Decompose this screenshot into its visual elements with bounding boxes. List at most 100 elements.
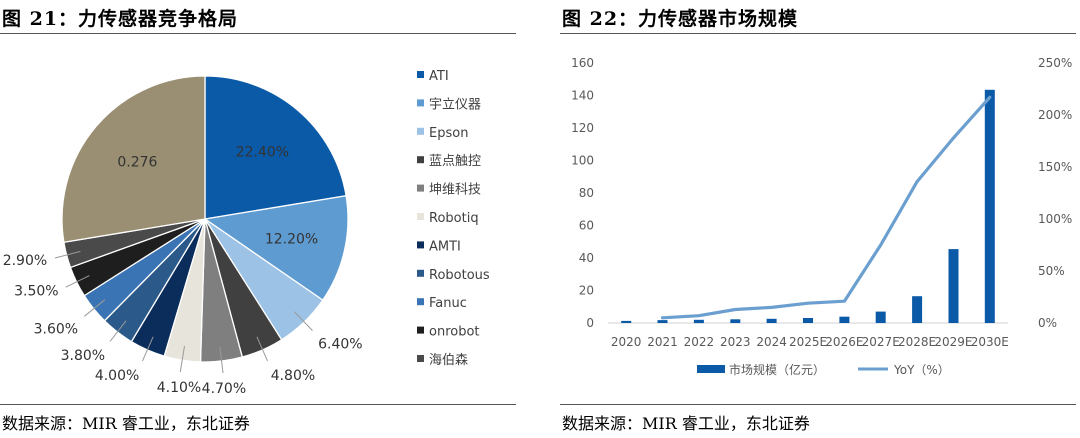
pie-legend-swatch-6: [417, 241, 424, 249]
x-tick-2: 2022: [684, 335, 715, 349]
pie-slice-0: [204, 75, 347, 220]
y-right-tick-1: 50%: [1038, 264, 1065, 278]
bar-9: [948, 249, 959, 323]
pie-legend-label-9: onrobot: [429, 325, 480, 340]
pie-legend-swatch-5: [417, 213, 424, 220]
market-size-bars: [621, 89, 995, 324]
pie-label-4: 4.70%: [202, 381, 246, 397]
bar-5: [803, 318, 813, 323]
pie-legend-swatch-0: [417, 71, 424, 78]
pie-legend-label-0: ATI: [429, 69, 449, 84]
x-tick-4: 2024: [756, 335, 787, 349]
pie-foot-rule: [0, 404, 516, 405]
pie-label-10: 2.90%: [3, 253, 47, 269]
pie-title-rule: [0, 33, 516, 34]
bar-0: [621, 320, 632, 323]
pie-legend-swatch-1: [417, 99, 424, 107]
pie-legend-item-6: AMTI: [417, 239, 461, 254]
pie-legend-label-10: 海伯森: [429, 353, 468, 368]
pie-legend-swatch-8: [417, 298, 424, 306]
pie-legend-label-4: 坤维科技: [429, 183, 481, 198]
pie-legend-item-3: 蓝点触控: [417, 154, 481, 169]
pie-label-11: 0.276: [117, 155, 157, 171]
combo-figure-title: 图 22：力传感器市场规模: [562, 8, 799, 30]
pie-source-note: 数据来源：MIR 睿工业，东北证券: [2, 414, 250, 433]
pie-leader-lines: [54, 250, 313, 374]
x-tick-9: 2029E: [934, 335, 972, 349]
yoy-line: [660, 95, 992, 320]
pie-legend-swatch-2: [417, 127, 424, 135]
combo-panel: 图 22：力传感器市场规模 0 20 40 60 80 100 120 140 160 0% 50%…: [560, 0, 1078, 438]
y-left-tick-2: 40: [579, 251, 594, 265]
pie-data-labels: 22.40% 12.20% 6.40%4.80% 4.70%4.10% 4.00% 3.8…: [3, 144, 363, 396]
pie-slice-11: [61, 75, 206, 244]
pie-slice-1: [203, 194, 349, 302]
pie-label-3: 4.80%: [271, 368, 315, 384]
pie-legend-swatch-9: [417, 326, 424, 334]
legend-item-line: YoY（%）: [858, 363, 950, 377]
pie-label-5: 4.10%: [157, 380, 201, 396]
bar-2: [693, 319, 704, 324]
pie-label-2: 6.40%: [318, 336, 362, 352]
pie-legend-item-2: Epson: [417, 126, 468, 141]
pie-legend-swatch-3: [417, 156, 424, 164]
y-left-tick-0: 0: [586, 316, 594, 330]
pie-leader-7: [109, 320, 127, 342]
y-left-tick-1: 20: [579, 284, 594, 298]
bar-3: [730, 319, 741, 323]
pie-label-7: 3.80%: [61, 348, 105, 364]
pie-legend-label-3: 蓝点触控: [429, 154, 481, 169]
bar-10: [984, 89, 995, 323]
y-right-tick-0: 0%: [1038, 316, 1057, 330]
y-left-tick-3: 60: [579, 219, 594, 233]
pie-legend-swatch-7: [417, 269, 424, 277]
combo-foot-rule: [560, 404, 1076, 405]
combo-title-rule: [560, 33, 1076, 34]
y-left-tick-7: 140: [571, 89, 594, 103]
combo-axes: 0 20 40 60 80 100 120 140 160 0% 50% 100% 150% 200% 25…: [571, 56, 1072, 349]
pie-legend-label-2: Epson: [429, 126, 468, 141]
pie-legend-item-9: onrobot: [417, 325, 480, 340]
pie-leader-6: [142, 336, 154, 362]
pie-figure-title: 图 21：力传感器竞争格局: [2, 8, 239, 30]
pie-legend-item-10: 海伯森: [417, 353, 468, 368]
pie-leader-3: [256, 336, 268, 362]
pie-label-9: 3.50%: [14, 284, 58, 300]
bar-6: [839, 316, 850, 323]
pie-slices: [61, 75, 349, 363]
pie-legend-swatch-10: [417, 355, 424, 362]
x-tick-5: 2025E: [789, 335, 827, 349]
pie-label-6: 4.00%: [95, 368, 139, 384]
pie-legend-item-0: ATI: [417, 69, 449, 84]
pie-leader-8: [83, 299, 106, 317]
yoy-line-path: [660, 95, 992, 320]
x-tick-8: 2028E: [898, 335, 936, 349]
y-right-tick-2: 100%: [1038, 212, 1072, 226]
combo-legend: 市场规模（亿元） YoY（%）: [697, 362, 950, 377]
bar-8: [912, 296, 923, 323]
pie-legend-item-7: Robotous: [417, 268, 490, 283]
x-tick-0: 2020: [611, 335, 642, 349]
bar-1: [657, 320, 668, 323]
pie-legend-item-1: 宇立仪器: [417, 97, 481, 112]
x-tick-6: 2026E: [825, 335, 863, 349]
x-tick-1: 2021: [647, 335, 678, 349]
x-tick-7: 2027E: [862, 335, 900, 349]
pie-label-8: 3.60%: [34, 321, 78, 337]
pie-chart: 22.40% 12.20% 6.40%4.80% 4.70%4.10% 4.00% 3.8…: [3, 69, 490, 397]
pie-leader-2: [293, 311, 313, 331]
pie-legend-label-6: AMTI: [429, 239, 461, 254]
pie-panel: 图 21：力传感器竞争格局 22.40% 12.20% 6.40% 4.80% 4.70…: [0, 0, 518, 438]
pie-legend-label-1: 宇立仪器: [429, 97, 481, 112]
pie-label-0: 22.40%: [236, 144, 289, 160]
legend-label-bar: 市场规模（亿元）: [729, 362, 825, 377]
bar-7: [875, 311, 886, 323]
y-left-tick-4: 80: [579, 186, 594, 200]
y-left-tick-5: 100: [571, 154, 594, 168]
combo-source-note: 数据来源：MIR 睿工业，东北证券: [562, 414, 810, 433]
y-left-tick-8: 160: [571, 56, 594, 70]
pie-legend-item-4: 坤维科技: [417, 183, 481, 198]
market-size-chart: 0 20 40 60 80 100 120 140 160 0% 50% 100% 150% 200% 25…: [571, 56, 1072, 377]
bar-4: [766, 318, 777, 323]
